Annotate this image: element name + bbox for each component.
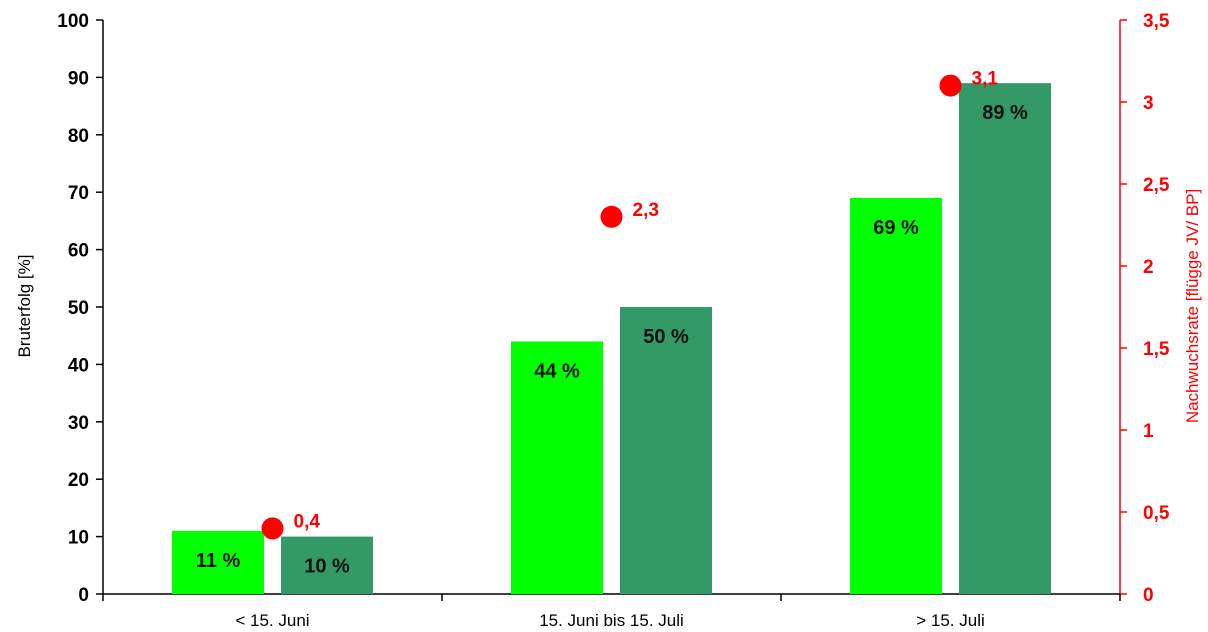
rate-point-label: 2,3: [633, 200, 659, 221]
bar-value-label: 11 %: [196, 550, 241, 572]
right-tick-label: 3: [1143, 93, 1154, 114]
right-tick-label: 3,5: [1143, 11, 1170, 32]
left-axis-title: Bruterfolg [%]: [15, 255, 34, 358]
right-y-axis: 0 0,5 1 1,5 2 2,5 3 3,5: [1119, 11, 1170, 606]
bar-value-label: 89 %: [982, 102, 1028, 124]
category-label: < 15. Juni: [235, 611, 309, 630]
right-tick-label: 1,5: [1143, 339, 1170, 360]
category-label: 15. Juni bis 15. Juli: [539, 611, 684, 630]
rate-points: 0,4 2,3 3,1: [261, 69, 999, 540]
right-tick-label: 1: [1143, 421, 1154, 442]
right-tick-label: 2,5: [1143, 175, 1170, 196]
bar: [281, 536, 373, 594]
rate-point: [261, 517, 284, 540]
right-axis-title: Nachwuchsrate [flügge JV/ BP]: [1183, 189, 1202, 423]
left-tick-label: 80: [68, 126, 89, 147]
rate-point-label: 3,1: [972, 69, 999, 90]
bar-value-label: 10 %: [304, 556, 350, 578]
left-tick-label: 0: [78, 585, 89, 606]
bar: [620, 307, 712, 594]
bar: [959, 83, 1051, 594]
bar-value-label: 44 %: [534, 360, 580, 382]
bars: 11 % 10 % 44 % 50 % 69 % 89 %: [172, 83, 1051, 594]
left-y-axis: 0 10 20 30 40 50 60 70 80 90 100: [57, 11, 104, 606]
rate-point: [939, 74, 962, 97]
left-tick-label: 100: [57, 11, 89, 32]
left-tick-label: 90: [68, 68, 89, 89]
left-tick-label: 70: [68, 183, 89, 204]
x-axis: < 15. Juni 15. Juni bis 15. Juli > 15. Jul…: [102, 593, 1121, 630]
left-tick-label: 10: [68, 528, 89, 549]
left-tick-label: 60: [68, 241, 89, 262]
rate-point-label: 0,4: [294, 511, 321, 532]
left-tick-label: 40: [68, 355, 89, 376]
category-label: > 15. Juli: [916, 611, 985, 630]
rate-point: [600, 205, 623, 228]
bar: [511, 341, 603, 594]
right-tick-label: 0: [1143, 585, 1154, 606]
right-tick-label: 2: [1143, 257, 1154, 278]
bar: [850, 197, 942, 594]
bar-value-label: 69 %: [873, 217, 919, 239]
left-tick-label: 50: [68, 298, 89, 319]
left-tick-label: 30: [68, 413, 89, 434]
right-tick-label: 0,5: [1143, 503, 1170, 524]
bar: [172, 530, 264, 594]
bar-value-label: 50 %: [643, 326, 689, 348]
left-tick-label: 20: [68, 470, 89, 491]
